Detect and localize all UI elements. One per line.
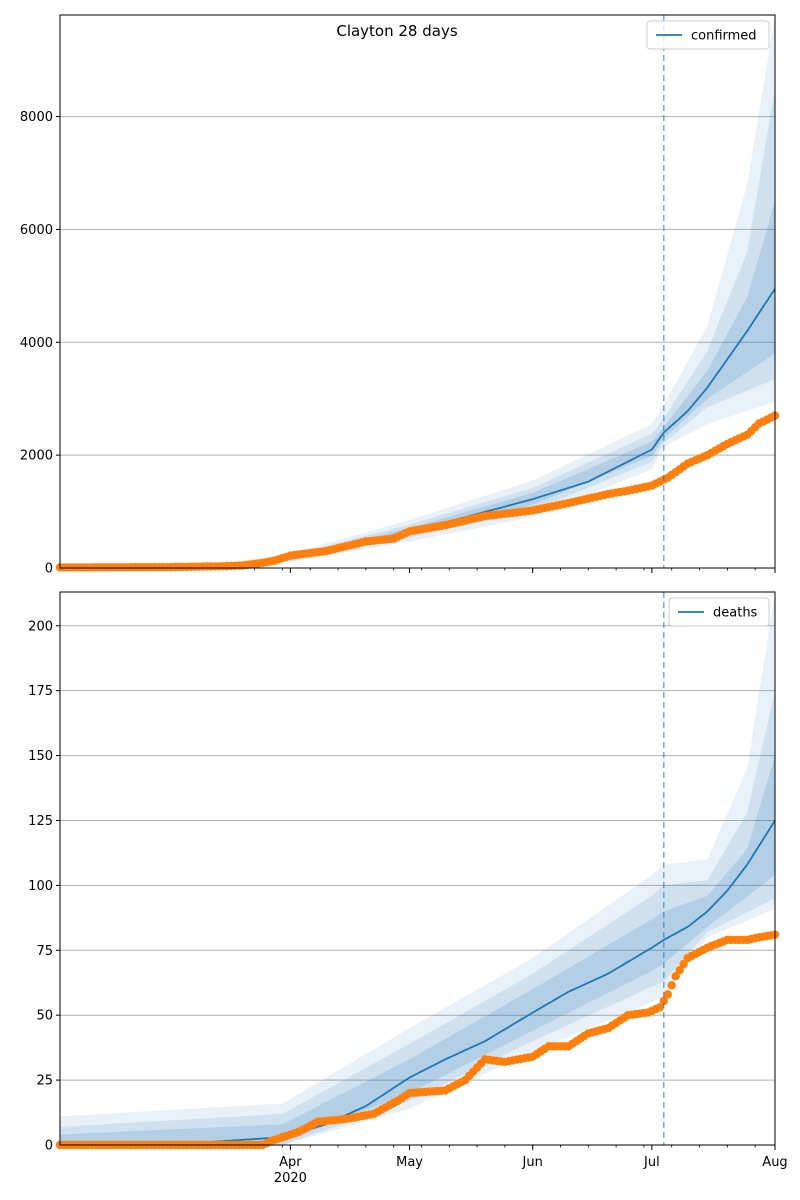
observed-point (655, 1003, 664, 1012)
y-tick-label: 6000 (20, 223, 53, 238)
uncertainty-band-inner (60, 755, 775, 1145)
y-tick-label: 75 (36, 944, 53, 959)
axes-frame (59, 14, 776, 569)
legend-label: confirmed (691, 29, 757, 44)
observed-points (55, 930, 780, 1150)
confirmed-panel: 0 2000 4000 6000 8000 confirmed (20, 14, 780, 577)
y-tick-label: 0 (45, 562, 53, 577)
observed-point (679, 959, 688, 969)
observed-point (663, 990, 672, 999)
legend: deaths (668, 597, 770, 627)
legend-box (646, 20, 770, 50)
legend-label: deaths (713, 606, 758, 621)
observed-point (671, 972, 680, 981)
observed-points (55, 411, 780, 572)
x-tick-label: Apr (279, 1155, 302, 1170)
y-tick-label: 125 (28, 814, 53, 829)
y-tick-label: 25 (36, 1074, 53, 1089)
y-tick-label: 8000 (20, 110, 53, 125)
uncertainty-band-inner (60, 201, 775, 568)
y-tick-label: 200 (28, 619, 53, 634)
y-tick-label: 2000 (20, 449, 53, 464)
observed-point (667, 981, 676, 990)
y-tick-label: 150 (28, 749, 53, 764)
legend: confirmed (646, 20, 770, 50)
observed-point (675, 966, 684, 975)
x-tick-sublabel: 2020 (274, 1171, 307, 1186)
figure-title: Clayton 28 days (336, 22, 457, 40)
y-tick-label: 100 (28, 879, 53, 894)
axes-frame (59, 591, 776, 1146)
x-tick-label: May (396, 1155, 423, 1170)
y-tick-label: 50 (36, 1009, 53, 1024)
x-tick-label: Aug (762, 1155, 787, 1170)
observed-point (659, 996, 668, 1006)
uncertainty-band-middle (60, 690, 775, 1145)
legend-box (668, 597, 770, 627)
x-tick-label: Jul (643, 1155, 660, 1170)
y-tick-label: 4000 (20, 336, 53, 351)
y-tick-label: 0 (45, 1139, 53, 1154)
x-tick-label: Jun (522, 1155, 543, 1170)
uncertainty-band-outer (60, 592, 775, 1145)
y-tick-label: 175 (28, 684, 53, 699)
